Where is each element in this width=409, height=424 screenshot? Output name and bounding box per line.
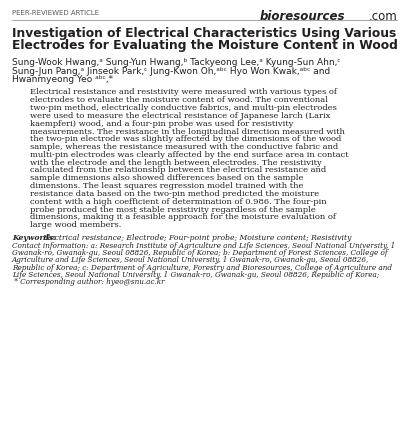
Text: Agriculture and Life Sciences, Seoul National University, 1 Gwanak-ro, Gwanak-gu: Agriculture and Life Sciences, Seoul Nat… [12, 256, 369, 264]
Text: bioresources: bioresources [260, 10, 346, 23]
Text: calculated from the relationship between the electrical resistance and: calculated from the relationship between… [30, 167, 326, 175]
Text: Electrical resistance; Electrode; Four-point probe; Moisture content; Resistivit: Electrical resistance; Electrode; Four-p… [42, 234, 351, 242]
Text: Contact information: a: Research Institute of Agriculture and Life Sciences, Seo: Contact information: a: Research Institu… [12, 242, 395, 250]
Text: * Corresponding author: hyeo@snu.ac.kr: * Corresponding author: hyeo@snu.ac.kr [12, 278, 165, 286]
Text: Keywords:: Keywords: [12, 234, 58, 242]
Text: dimensions. The least squares regression model trained with the: dimensions. The least squares regression… [30, 182, 303, 190]
Text: content with a high coefficient of determination of 0.986. The four-pin: content with a high coefficient of deter… [30, 198, 327, 206]
Text: were used to measure the electrical resistance of Japanese larch (Larix: were used to measure the electrical resi… [30, 112, 330, 120]
Text: Electrodes for Evaluating the Moisture Content in Wood: Electrodes for Evaluating the Moisture C… [12, 39, 398, 51]
Text: Investigation of Electrical Characteristics Using Various: Investigation of Electrical Characterist… [12, 27, 396, 40]
Text: Hwanmyeong Yeo ᵃᵇᶜ,*: Hwanmyeong Yeo ᵃᵇᶜ,* [12, 75, 113, 84]
Text: Republic of Korea; c: Department of Agriculture, Forestry and Bioresources, Coll: Republic of Korea; c: Department of Agri… [12, 263, 392, 271]
Text: resistance data based on the two-pin method predicted the moisture: resistance data based on the two-pin met… [30, 190, 319, 198]
Text: probe produced the most stable resistivity regardless of the sample: probe produced the most stable resistivi… [30, 206, 316, 214]
Text: the two-pin electrode was slightly affected by the dimensions of the wood: the two-pin electrode was slightly affec… [30, 135, 342, 143]
Text: sample, whereas the resistance measured with the conductive fabric and: sample, whereas the resistance measured … [30, 143, 338, 151]
Text: Sung-Wook Hwang,ᵃ Sung-Yun Hwang,ᵇ Tackyeong Lee,ᵃ Kyung-Sun Ahn,ᶜ: Sung-Wook Hwang,ᵃ Sung-Yun Hwang,ᵇ Tacky… [12, 58, 341, 67]
Text: Gwanak-ro, Gwanak-gu, Seoul 08826, Republic of Korea; b: Department of Forest Sc: Gwanak-ro, Gwanak-gu, Seoul 08826, Repub… [12, 249, 387, 257]
Text: large wood members.: large wood members. [30, 221, 121, 229]
Text: electrodes to evaluate the moisture content of wood. The conventional: electrodes to evaluate the moisture cont… [30, 96, 328, 104]
Text: Electrical resistance and resistivity were measured with various types of: Electrical resistance and resistivity we… [30, 89, 337, 97]
Text: multi-pin electrodes was clearly affected by the end surface area in contact: multi-pin electrodes was clearly affecte… [30, 151, 348, 159]
Text: measurements. The resistance in the longitudinal direction measured with: measurements. The resistance in the long… [30, 128, 345, 136]
Text: dimensions, making it a feasible approach for the moisture evaluation of: dimensions, making it a feasible approac… [30, 213, 336, 221]
Text: kaempferi) wood, and a four-pin probe was used for resistivity: kaempferi) wood, and a four-pin probe wa… [30, 120, 293, 128]
Text: two-pin method, electrically conductive fabrics, and multi-pin electrodes: two-pin method, electrically conductive … [30, 104, 337, 112]
Text: PEER-REVIEWED ARTICLE: PEER-REVIEWED ARTICLE [12, 10, 99, 16]
Text: .com: .com [368, 10, 397, 23]
Text: sample dimensions also showed differences based on the sample: sample dimensions also showed difference… [30, 174, 303, 182]
Text: with the electrode and the length between electrodes. The resistivity: with the electrode and the length betwee… [30, 159, 322, 167]
Text: Life Sciences, Seoul National University, 1 Gwanak-ro, Gwanak-gu, Seoul 08826, R: Life Sciences, Seoul National University… [12, 271, 380, 279]
Text: Sung-Jun Pang,ᵃ Jinseok Park,ᶜ Jung-Kwon Oh,ᵃᵇᶜ Hyo Won Kwak,ᵃᵇᶜ and: Sung-Jun Pang,ᵃ Jinseok Park,ᶜ Jung-Kwon… [12, 67, 330, 75]
